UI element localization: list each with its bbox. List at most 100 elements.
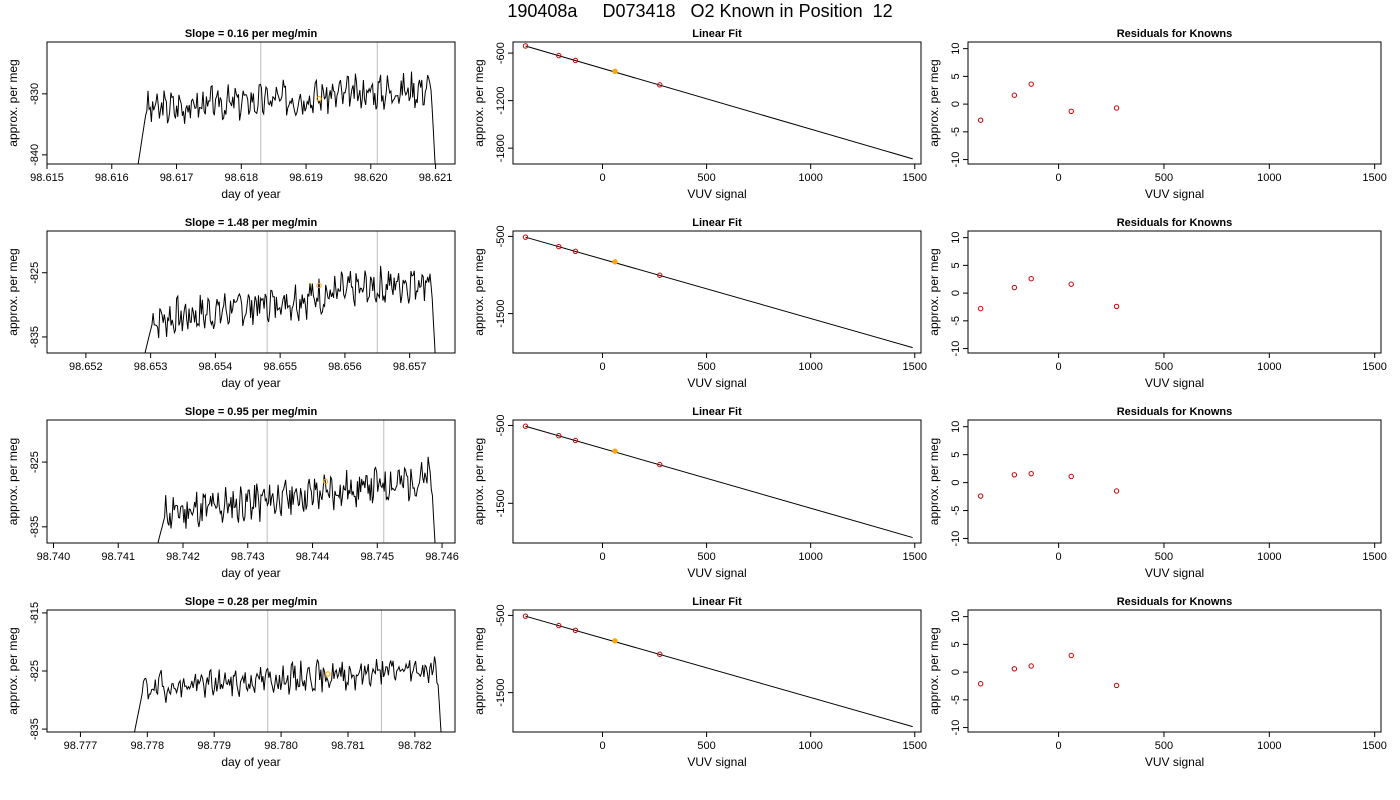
panel-frame <box>46 609 456 733</box>
panel-title: Linear Fit <box>692 217 742 229</box>
fit-point <box>522 43 529 49</box>
panel-10: Residuals for Knowns 0 500 1000 1500 -10 -5 0 5 1… <box>927 406 1387 580</box>
y-axis-label: approx. per meg <box>472 248 486 335</box>
fit-point <box>522 613 529 619</box>
x-tick-label: 500 <box>697 172 715 184</box>
panel-frame <box>512 41 922 165</box>
y-tick-label: -500 <box>495 604 507 626</box>
x-tick-label: 98.619 <box>289 172 323 184</box>
panel-9: Residuals for Knowns 0 500 1000 1500 -10 -5 0 5 1… <box>927 217 1387 390</box>
plot-area <box>977 275 1120 312</box>
panel-frame <box>967 230 1382 354</box>
x-axis-label: VUV signal <box>1145 566 1204 580</box>
x-tick-label: 98.656 <box>328 361 362 373</box>
highlight-point <box>322 478 329 485</box>
residual-point <box>1113 682 1120 689</box>
panel-0: Slope = 0.16 per meg/min 98.615 98.616 98.6… <box>6 28 456 201</box>
plot-area <box>144 231 436 353</box>
panel-title: Linear Fit <box>692 28 742 40</box>
y-tick-label: 10 <box>950 611 962 623</box>
x-tick-label: 98.743 <box>231 551 265 563</box>
residual-point <box>1113 488 1120 494</box>
x-tick-label: 1000 <box>798 172 822 184</box>
x-tick-label: 0 <box>599 361 605 373</box>
fit-point <box>612 259 618 265</box>
x-tick-label: 98.778 <box>130 740 164 752</box>
x-tick-label: 98.615 <box>30 172 64 184</box>
fit-point <box>556 622 562 629</box>
x-tick-label: 1000 <box>1257 172 1281 184</box>
x-tick-label: 500 <box>1155 551 1173 563</box>
x-tick-label: 0 <box>599 551 605 563</box>
y-axis-label: approx. per meg <box>6 627 20 714</box>
residual-point <box>1068 281 1074 287</box>
y-tick-label: -500 <box>495 225 507 247</box>
residual-point <box>1113 303 1120 310</box>
residual-point <box>977 117 984 123</box>
x-tick-label: 1000 <box>1257 361 1281 373</box>
plot-area <box>522 43 913 160</box>
x-tick-label: 98.652 <box>69 361 103 373</box>
y-tick-label: -10 <box>950 531 962 547</box>
residual-point <box>1028 275 1034 282</box>
residual-point <box>1068 108 1074 115</box>
y-tick-label: -5 <box>950 316 962 326</box>
panel-2: Slope = 0.95 per meg/min 98.740 98.741 98.7… <box>6 406 459 580</box>
x-tick-label: 0 <box>599 172 605 184</box>
x-tick-label: 1500 <box>1362 740 1386 752</box>
main-title: 190408a D073418 O2 Known in Position 12 <box>507 1 893 21</box>
y-tick-label: 0 <box>950 290 962 296</box>
x-tick-label: 98.620 <box>354 172 388 184</box>
plot-area <box>134 610 442 732</box>
y-tick-label: 10 <box>950 421 962 433</box>
y-tick-label: -825 <box>29 451 41 473</box>
y-tick-label: 5 <box>950 452 962 458</box>
x-tick-label: 500 <box>1155 172 1173 184</box>
x-tick-label: 500 <box>697 551 715 563</box>
fit-line <box>525 615 913 728</box>
y-tick-label: -600 <box>495 42 507 64</box>
x-tick-label: 98.745 <box>360 551 394 563</box>
y-tick-label: 0 <box>950 669 962 675</box>
residual-point <box>1028 663 1034 669</box>
y-axis-label: approx. per meg <box>6 438 20 525</box>
y-tick-label: 10 <box>950 43 962 55</box>
y-tick-label: -10 <box>950 720 962 736</box>
x-tick-label: 98.746 <box>425 551 459 563</box>
panel-frame <box>46 419 456 544</box>
x-axis-label: VUV signal <box>1145 187 1204 201</box>
x-tick-label: 1000 <box>798 361 822 373</box>
x-axis-label: VUV signal <box>1145 755 1204 769</box>
panel-8: Residuals for Knowns 0 500 1000 1500 -10 -5 0 5 1… <box>927 28 1387 201</box>
panel-frame <box>967 41 1382 165</box>
x-tick-label: 98.740 <box>37 551 71 563</box>
fit-point <box>612 448 618 454</box>
y-tick-label: 0 <box>950 480 962 486</box>
x-axis-label: VUV signal <box>687 566 746 580</box>
fit-point <box>572 437 579 444</box>
residual-point <box>1028 81 1034 87</box>
y-tick-label: -500 <box>495 414 507 436</box>
panel-title: Residuals for Knowns <box>1117 596 1233 608</box>
x-tick-label: 500 <box>697 361 715 373</box>
x-tick-label: 1500 <box>903 361 927 373</box>
y-tick-label: -1800 <box>495 134 507 162</box>
signal-trace <box>137 71 436 164</box>
panel-frame <box>967 609 1382 733</box>
x-axis-label: VUV signal <box>687 755 746 769</box>
panel-1: Slope = 1.48 per meg/min 98.652 98.653 98.6… <box>6 217 456 390</box>
x-tick-label: 0 <box>599 740 605 752</box>
fit-point <box>657 651 663 657</box>
fit-point <box>657 272 663 278</box>
x-axis-label: day of year <box>221 187 280 201</box>
y-tick-label: -835 <box>29 516 41 538</box>
x-tick-label: 98.744 <box>296 551 330 563</box>
plot-area <box>977 81 1120 123</box>
residual-point <box>1011 666 1018 672</box>
y-tick-label: -830 <box>29 83 41 105</box>
y-axis-label: approx. per meg <box>927 438 941 525</box>
x-tick-label: 1000 <box>1257 740 1281 752</box>
fit-line <box>525 425 913 539</box>
x-axis-label: day of year <box>221 566 280 580</box>
